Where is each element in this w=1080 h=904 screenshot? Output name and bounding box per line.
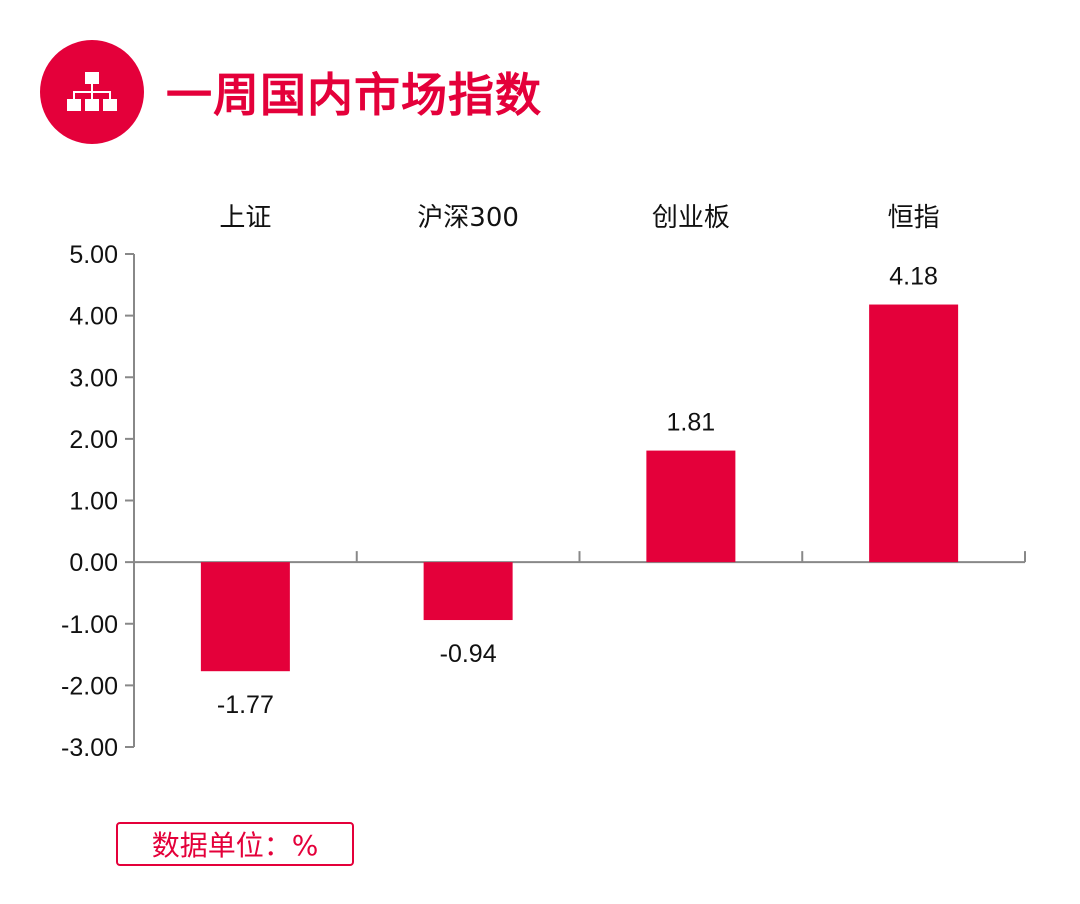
bar bbox=[200, 562, 290, 672]
data-label: 4.18 bbox=[889, 263, 938, 291]
page-title: 一周国内市场指数 bbox=[166, 68, 542, 122]
y-tick-label: -3.00 bbox=[61, 734, 118, 762]
y-tick-label: -1.00 bbox=[61, 611, 118, 639]
y-tick-label: 3.00 bbox=[69, 364, 118, 392]
data-label: -0.94 bbox=[440, 640, 497, 668]
bar-chart: 5.00 4.00 3.00 2.00 1.00 0.00 -1.00 -2.00 -3.00 上… bbox=[61, 203, 1026, 762]
y-tick-label: 0.00 bbox=[69, 549, 118, 577]
y-tick-label: 1.00 bbox=[69, 488, 118, 516]
bar bbox=[869, 304, 959, 563]
y-tick-label: 5.00 bbox=[69, 241, 118, 269]
data-label: 1.81 bbox=[667, 409, 716, 437]
data-label: -1.77 bbox=[217, 691, 274, 719]
y-tick-label: 4.00 bbox=[69, 303, 118, 331]
header: 一周国内市场指数 bbox=[40, 40, 542, 144]
unit-label: 数据单位：% bbox=[116, 822, 354, 866]
bar bbox=[646, 450, 736, 563]
category-label: 创业板 bbox=[652, 203, 730, 233]
hierarchy-icon-glyph bbox=[67, 72, 117, 111]
category-label: 沪深300 bbox=[417, 203, 519, 233]
y-tick-label: -2.00 bbox=[61, 672, 118, 700]
hierarchy-icon bbox=[40, 40, 144, 144]
bar bbox=[423, 562, 513, 621]
category-label: 上证 bbox=[219, 203, 271, 233]
y-tick-label: 2.00 bbox=[69, 426, 118, 454]
category-label: 恒指 bbox=[888, 203, 940, 233]
